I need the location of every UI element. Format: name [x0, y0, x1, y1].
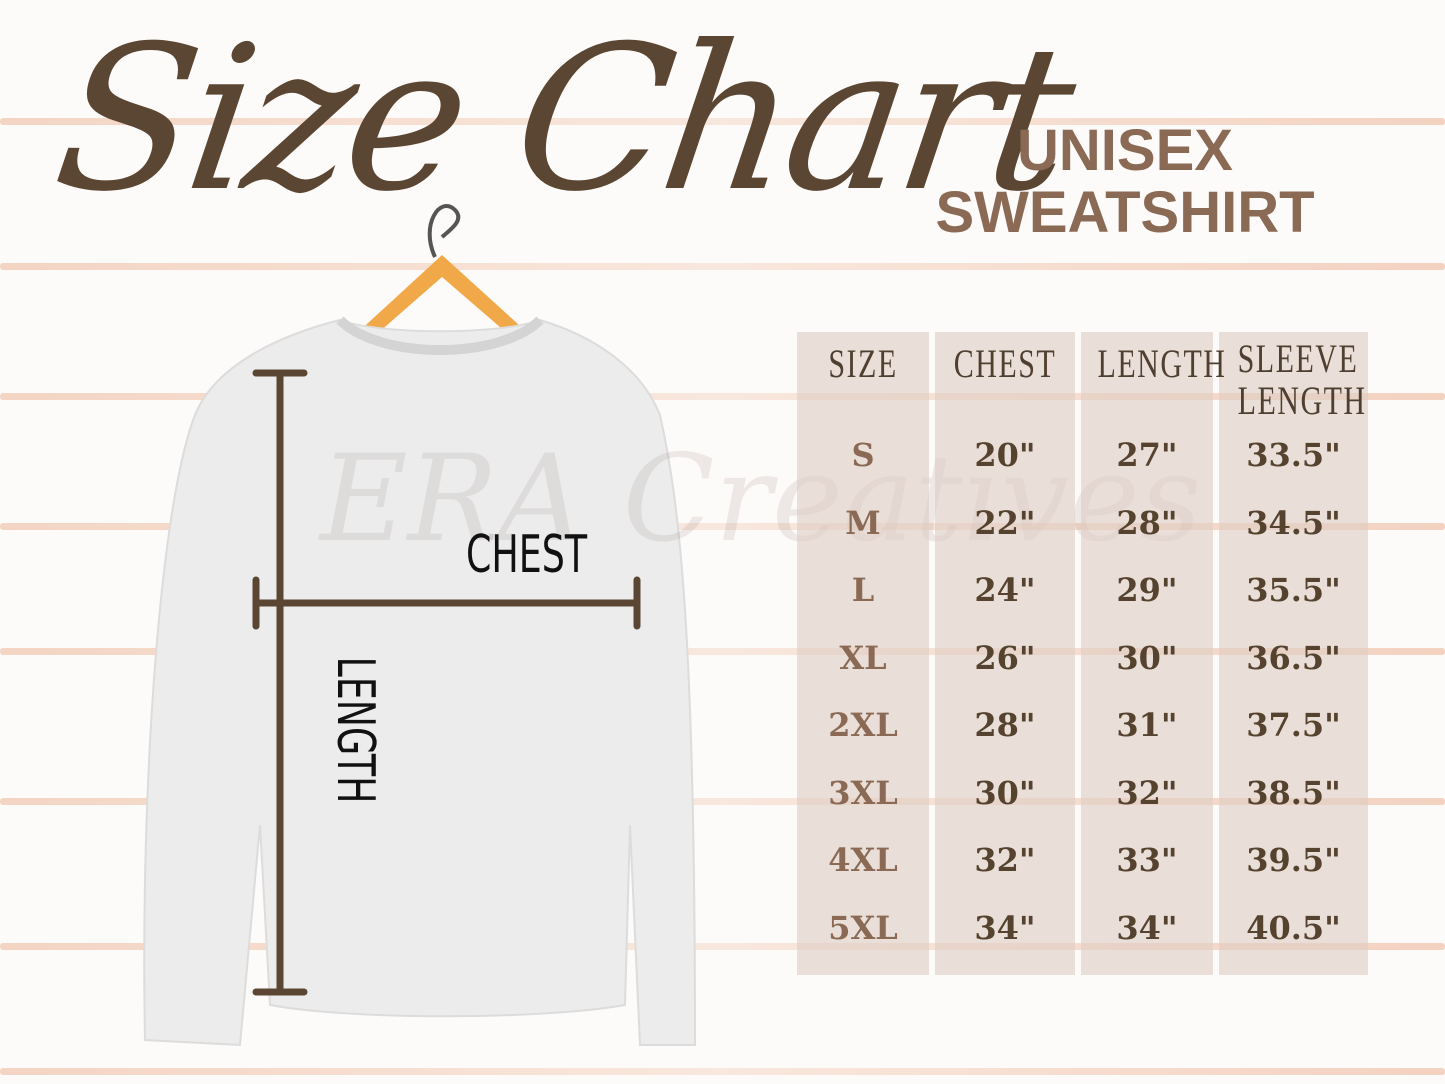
measurement-cell: 38.5" [1246, 773, 1341, 812]
measurement-cell: 24" [974, 571, 1036, 609]
size-cell: 3XL [828, 773, 898, 812]
measurement-cell: 36.5" [1246, 638, 1341, 677]
measurement-cell: 30" [974, 773, 1036, 812]
measurement-cell: 29" [1116, 571, 1178, 609]
stripe [0, 263, 1445, 270]
measurement-cell: 20" [974, 436, 1036, 474]
measurement-cell: 40.5" [1246, 908, 1341, 947]
measurement-cell: 30" [1116, 638, 1178, 677]
measurement-cell: 22" [974, 503, 1036, 542]
size-cell: M [845, 503, 881, 542]
collar [336, 316, 544, 355]
size-cell: XL [839, 638, 887, 677]
measurement-cell: 34.5" [1246, 503, 1341, 542]
header-sleeve-line1: SLEEVE [1237, 336, 1359, 381]
size-cell: S [851, 436, 875, 474]
stripe [0, 648, 1445, 655]
measurement-cell: 28" [1116, 503, 1178, 542]
hanger-hook [427, 204, 461, 258]
stripe [0, 393, 1445, 400]
stripe [0, 118, 1445, 125]
measurement-cell: 28" [974, 706, 1036, 744]
measurement-cell: 34" [1116, 908, 1178, 947]
subtitle-line2: SWEATSHIRT [935, 180, 1315, 245]
size-cell: L [851, 571, 875, 609]
measurement-cell: 33" [1116, 841, 1178, 879]
stripe [0, 943, 1445, 950]
measurement-cell: 34" [974, 908, 1036, 947]
measurement-cell: 27" [1116, 436, 1178, 474]
size-cell: 4XL [828, 841, 898, 879]
measurement-cell: 39.5" [1246, 841, 1341, 879]
measurement-cell: 32" [974, 841, 1036, 879]
stripe [0, 523, 1445, 530]
measurement-cell: 31" [1116, 706, 1178, 744]
size-cell: 2XL [828, 706, 898, 744]
header-sleeve-line2: LENGTH [1237, 378, 1367, 423]
header-size: SIZE [828, 341, 898, 386]
column-length [1081, 332, 1213, 975]
stripe [0, 798, 1445, 805]
chest-label: CHEST [465, 525, 588, 585]
subtitle-line1: UNISEX [1017, 118, 1233, 183]
measurement-cell: 32" [1116, 773, 1178, 812]
column-size [797, 332, 929, 975]
length-label: LENGTH [325, 656, 386, 804]
column-sleeve [1219, 332, 1368, 975]
measurement-cell: 33.5" [1246, 436, 1341, 474]
size-cell: 5XL [828, 908, 898, 947]
measurement-cell: 35.5" [1246, 571, 1341, 609]
measurement-cell: 37.5" [1246, 706, 1341, 744]
header-length: LENGTH [1097, 341, 1227, 386]
header-chest: CHEST [953, 341, 1057, 386]
column-chest [935, 332, 1075, 975]
measurement-cell: 26" [974, 638, 1036, 677]
stripe [0, 1068, 1445, 1075]
